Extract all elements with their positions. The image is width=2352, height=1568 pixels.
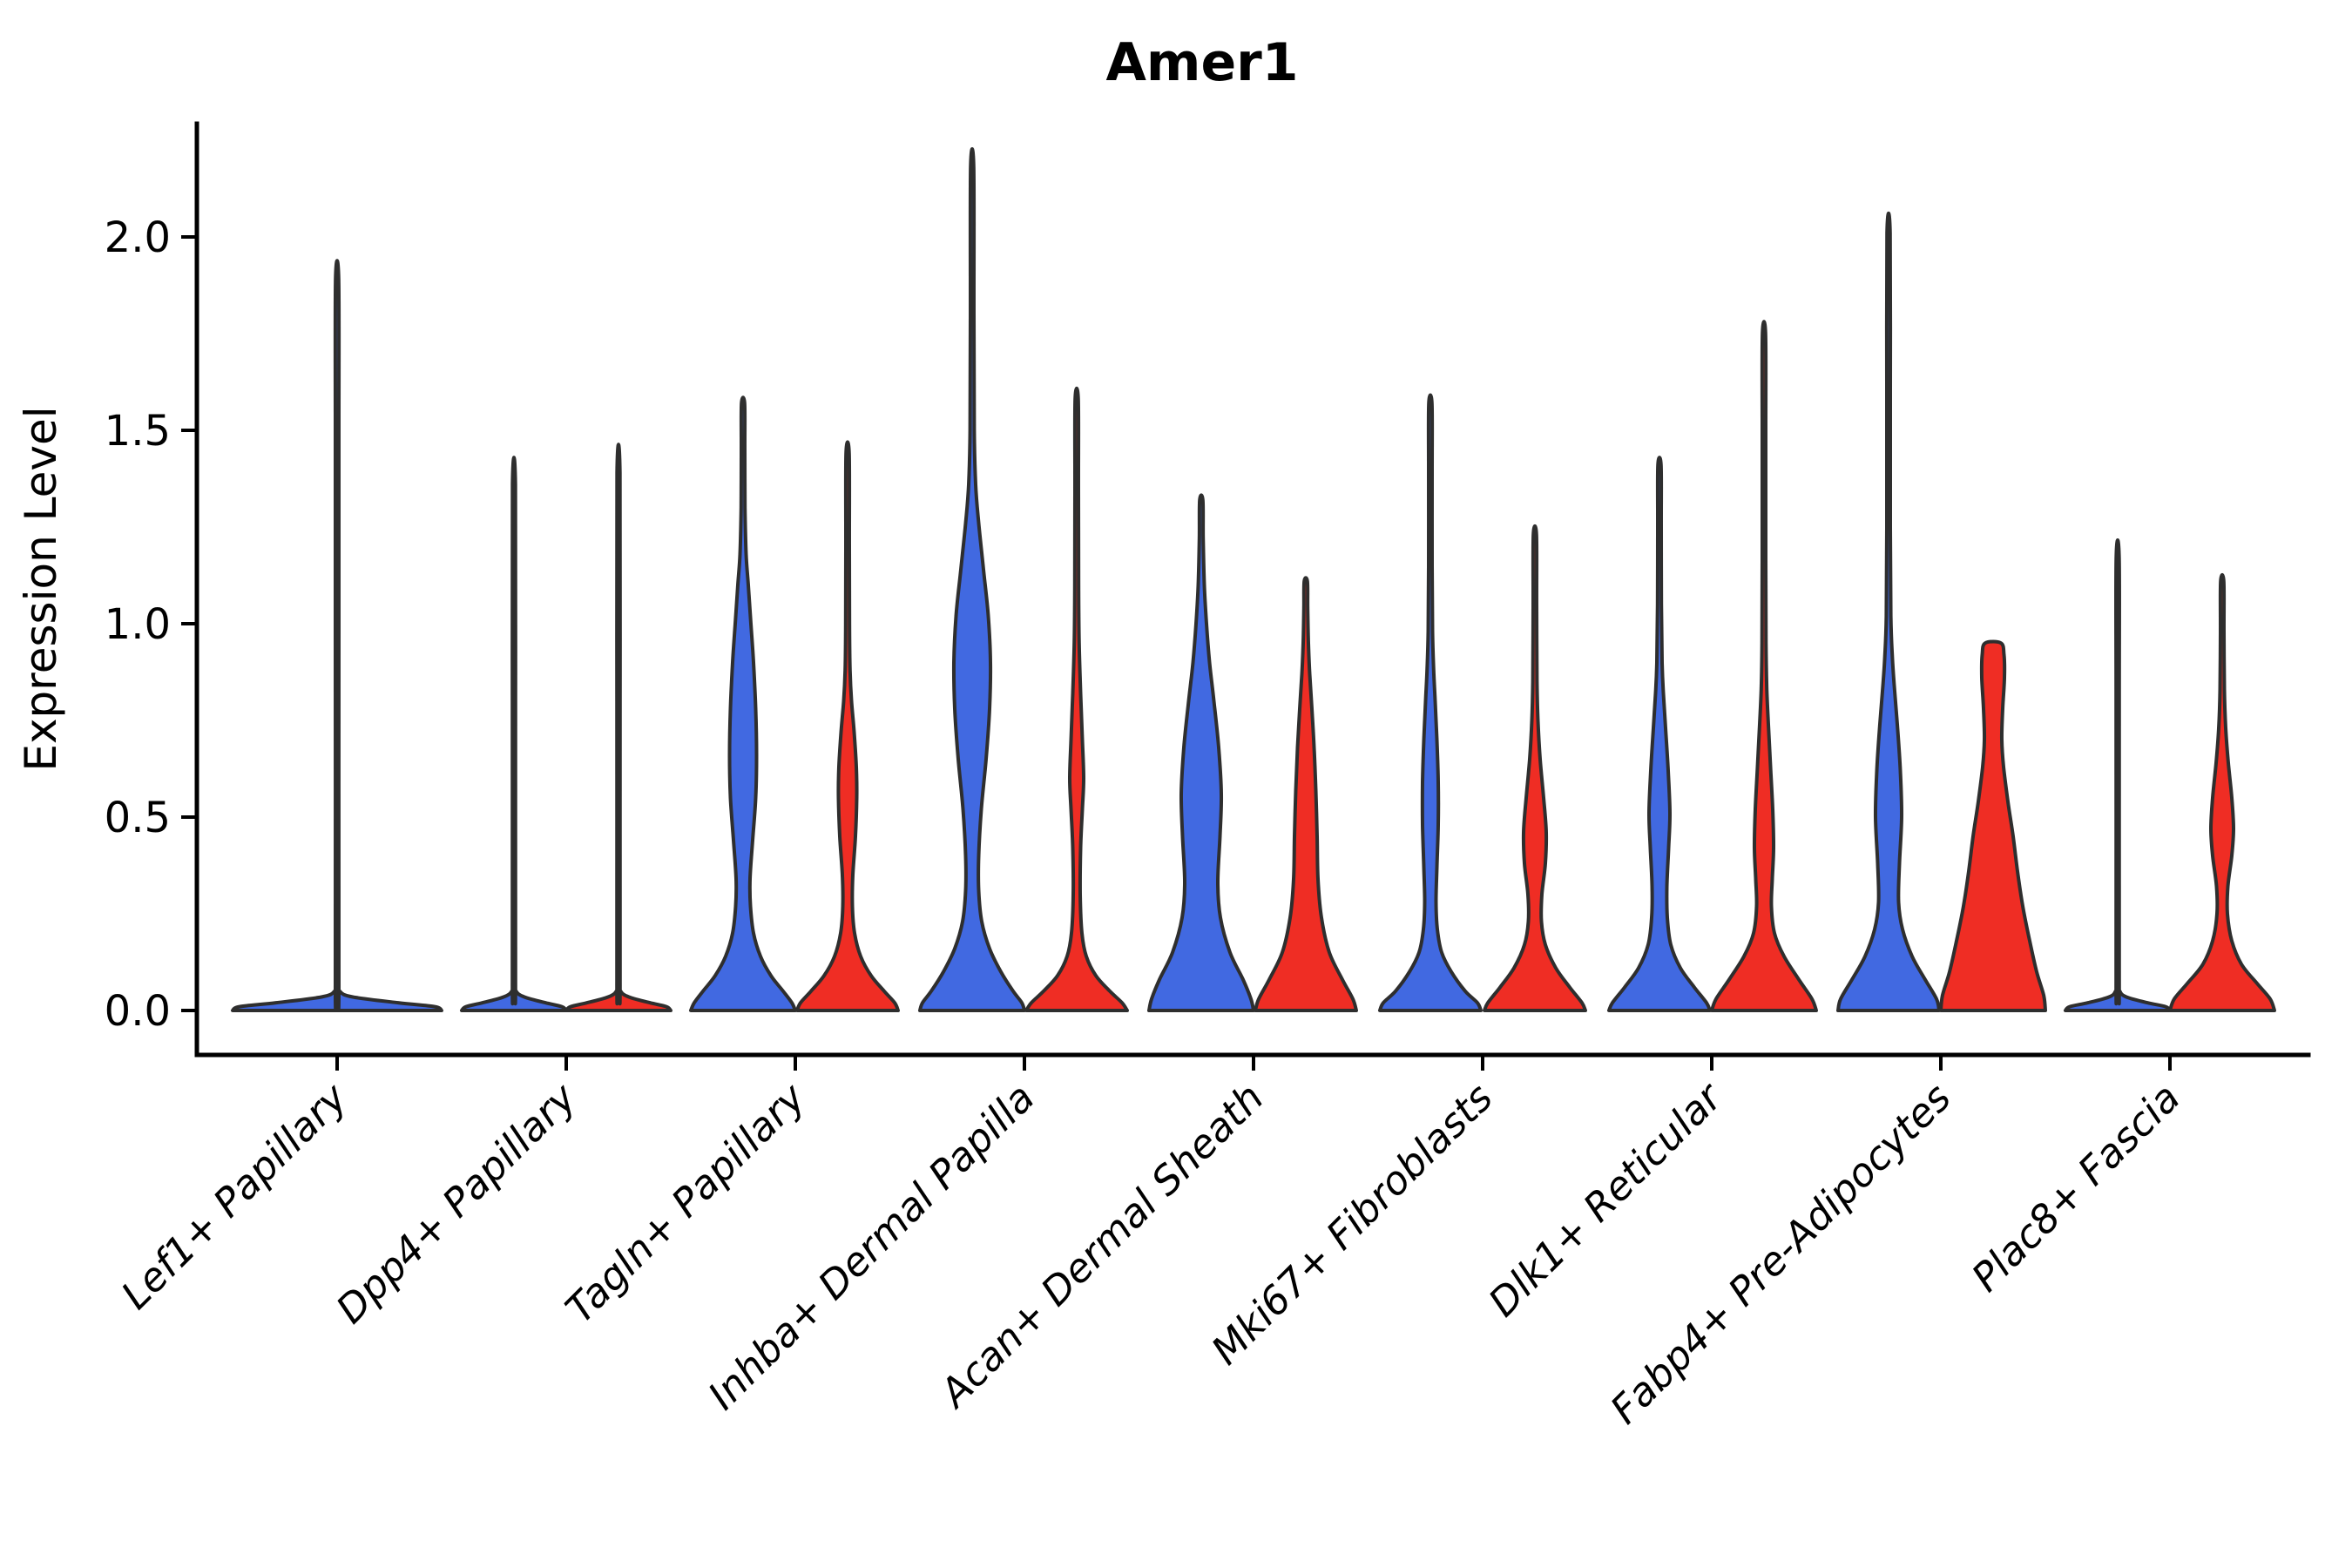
violin-4-blue	[1147, 493, 1255, 1012]
violin-2-blue	[689, 395, 797, 1012]
violin-6-red	[1710, 320, 1818, 1012]
violin-5-red	[1483, 524, 1587, 1012]
violin-1-red	[564, 443, 672, 1012]
violin-8-red	[2168, 572, 2276, 1012]
y-tick-label-4: 2.0	[105, 213, 171, 262]
plot-title: Amer1	[1106, 32, 1299, 93]
violin-1-blue	[460, 456, 568, 1012]
violin-7-blue	[1836, 211, 1941, 1012]
y-tick-label-3: 1.5	[105, 407, 171, 456]
y-tick-label-1: 0.5	[105, 794, 171, 842]
violin-3-blue	[918, 147, 1026, 1012]
y-tick-label-0: 0.0	[105, 987, 171, 1036]
axes: 0.0 0.5 1.0 1.5 2.0	[105, 121, 2311, 1071]
y-axis-label: Expression Level	[16, 406, 66, 771]
violin-6-blue	[1607, 456, 1712, 1012]
violin-0-blue	[231, 259, 443, 1012]
violin-5-blue	[1378, 393, 1483, 1012]
violin-3-red	[1024, 386, 1129, 1012]
violin-7-red	[1939, 639, 2047, 1012]
violin-8-blue	[2064, 537, 2172, 1012]
violins	[231, 147, 2276, 1012]
violin-2-red	[795, 440, 900, 1012]
y-tick-label-2: 1.0	[105, 600, 171, 649]
violin-4-red	[1254, 576, 1358, 1012]
